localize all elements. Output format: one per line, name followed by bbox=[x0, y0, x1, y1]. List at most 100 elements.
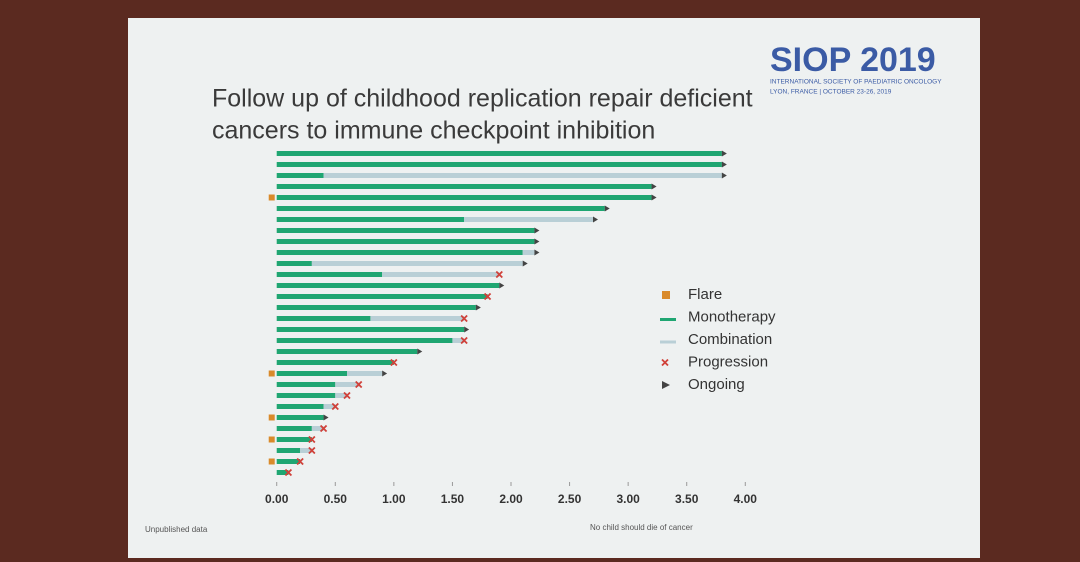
x-tick-label: 0.00 bbox=[265, 492, 289, 506]
legend-swatch bbox=[662, 291, 670, 299]
ongoing-marker bbox=[382, 370, 388, 377]
monotherapy-bar bbox=[276, 360, 394, 365]
monotherapy-bar bbox=[276, 448, 301, 453]
ongoing-marker bbox=[721, 172, 727, 179]
progression-marker bbox=[483, 292, 492, 301]
progression-marker bbox=[390, 358, 398, 367]
monotherapy-bar bbox=[276, 272, 383, 277]
legend-label: Ongoing bbox=[688, 376, 745, 393]
footer-note: Unpublished data bbox=[145, 525, 208, 534]
x-tick-label: 2.50 bbox=[558, 492, 582, 506]
progression-marker bbox=[308, 435, 316, 444]
legend-label: Monotherapy bbox=[688, 308, 776, 325]
combination-bar bbox=[464, 217, 593, 222]
ongoing-marker bbox=[534, 238, 540, 245]
monotherapy-bar bbox=[276, 206, 605, 211]
combination-bar bbox=[347, 371, 383, 376]
monotherapy-bar bbox=[276, 393, 336, 398]
progression-marker bbox=[331, 402, 339, 411]
legend-label: Flare bbox=[688, 286, 722, 303]
slide bbox=[128, 18, 980, 558]
x-tick-label: 1.00 bbox=[382, 492, 406, 506]
monotherapy-bar bbox=[276, 415, 324, 420]
ongoing-marker bbox=[721, 161, 727, 168]
monotherapy-bar bbox=[276, 294, 488, 299]
ongoing-marker bbox=[651, 194, 657, 201]
progression-marker bbox=[495, 270, 503, 279]
logo: SIOP 2019 bbox=[770, 41, 936, 79]
monotherapy-bar bbox=[276, 470, 289, 475]
monotherapy-bar bbox=[276, 349, 418, 354]
progression-marker bbox=[319, 424, 328, 433]
combination-bar bbox=[300, 448, 312, 453]
ongoing-marker bbox=[464, 326, 470, 333]
ongoing-marker bbox=[604, 205, 610, 212]
monotherapy-bar bbox=[276, 338, 453, 343]
monotherapy-bar bbox=[276, 437, 312, 442]
monotherapy-bar bbox=[276, 283, 500, 288]
title-line: Follow up of childhood replication repai… bbox=[212, 85, 753, 113]
combination-bar bbox=[323, 404, 336, 409]
combination-bar bbox=[382, 272, 500, 277]
legend-label: Combination bbox=[688, 331, 772, 348]
flare-marker bbox=[268, 436, 275, 443]
flare-marker bbox=[268, 458, 275, 465]
monotherapy-bar bbox=[276, 305, 476, 310]
combination-bar bbox=[370, 316, 465, 321]
flare-marker bbox=[268, 194, 275, 201]
monotherapy-bar bbox=[276, 162, 722, 167]
title-line: cancers to immune checkpoint inhibition bbox=[212, 117, 655, 145]
monotherapy-bar bbox=[276, 426, 312, 431]
ongoing-marker bbox=[651, 183, 657, 190]
monotherapy-bar bbox=[276, 250, 523, 255]
x-tick-label: 2.00 bbox=[499, 492, 523, 506]
monotherapy-bar bbox=[276, 151, 722, 156]
society: INTERNATIONAL SOCIETY OF PAEDIATRIC ONCO… bbox=[770, 79, 942, 86]
legend-label: Progression bbox=[688, 353, 768, 370]
monotherapy-bar bbox=[276, 261, 312, 266]
legend-swatch bbox=[662, 381, 670, 389]
flare-marker bbox=[268, 370, 275, 377]
legend-swatch bbox=[661, 358, 669, 367]
ongoing-marker bbox=[475, 304, 481, 311]
progression-marker bbox=[284, 468, 293, 477]
monotherapy-bar bbox=[276, 228, 535, 233]
monotherapy-bar bbox=[276, 327, 465, 332]
ongoing-marker bbox=[417, 348, 423, 355]
monotherapy-bar bbox=[276, 239, 535, 244]
ongoing-marker bbox=[593, 216, 598, 223]
progression-marker bbox=[308, 446, 316, 455]
ongoing-marker bbox=[534, 249, 540, 256]
monotherapy-bar bbox=[276, 371, 347, 376]
x-tick-label: 1.50 bbox=[441, 492, 465, 506]
flare-marker bbox=[268, 414, 275, 421]
footer-slogan: No child should die of cancer bbox=[590, 523, 693, 532]
progression-marker bbox=[355, 380, 363, 389]
ongoing-marker bbox=[522, 260, 528, 267]
ongoing-marker bbox=[499, 282, 505, 289]
combination-bar bbox=[311, 426, 324, 431]
monotherapy-bar bbox=[276, 316, 371, 321]
x-tick-label: 3.50 bbox=[675, 492, 699, 506]
x-tick-label: 4.00 bbox=[734, 492, 758, 506]
venue: LYON, FRANCE | OCTOBER 23-26, 2019 bbox=[770, 89, 892, 96]
combination-bar bbox=[335, 382, 359, 387]
progression-marker bbox=[460, 314, 468, 323]
ongoing-marker bbox=[721, 150, 727, 157]
ongoing-marker bbox=[323, 414, 329, 421]
combination-bar bbox=[311, 261, 523, 266]
ongoing-marker bbox=[534, 227, 540, 234]
combination-bar bbox=[522, 250, 535, 255]
progression-marker bbox=[460, 336, 468, 345]
monotherapy-bar bbox=[276, 404, 324, 409]
monotherapy-bar bbox=[276, 382, 336, 387]
combination-bar bbox=[452, 338, 465, 343]
monotherapy-bar bbox=[276, 459, 301, 464]
x-tick-label: 0.50 bbox=[324, 492, 348, 506]
monotherapy-bar bbox=[276, 173, 324, 178]
combination-bar bbox=[323, 173, 722, 178]
combination-bar bbox=[335, 393, 347, 398]
progression-marker bbox=[343, 391, 351, 400]
plot: 0.00 0.50 1.00 1.50 2.00 2.50 3.00 3.50 4.00 Flar… bbox=[265, 150, 776, 506]
